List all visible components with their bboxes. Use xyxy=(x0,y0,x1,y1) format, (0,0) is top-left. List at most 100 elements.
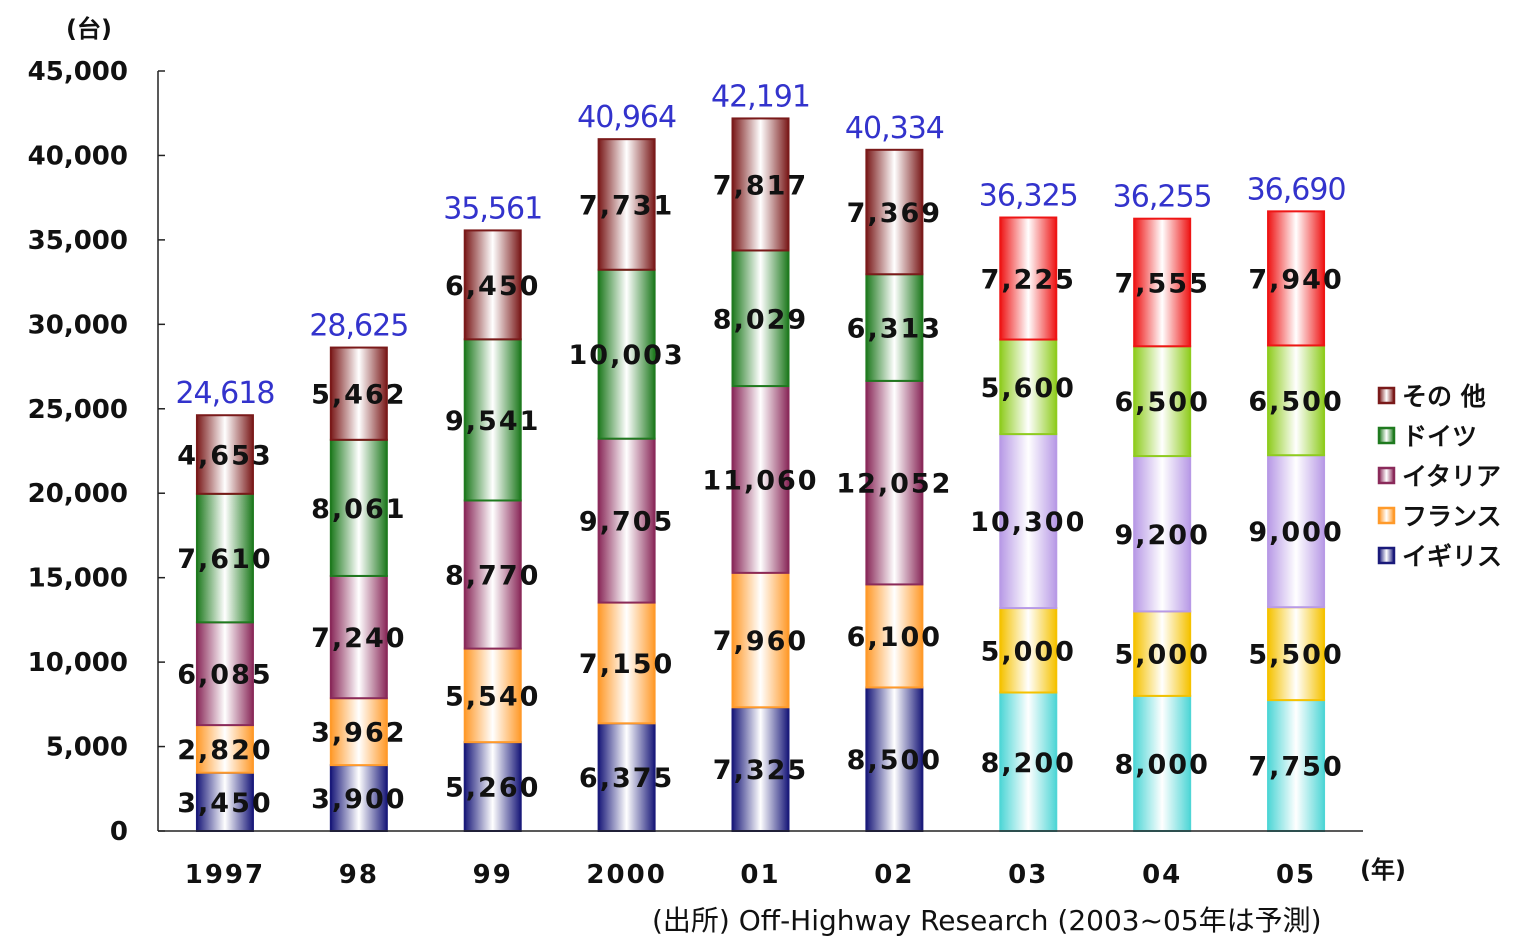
bar-segment-label: 11,060 xyxy=(702,465,818,496)
bar-segment-label: 5,540 xyxy=(445,681,540,712)
bar-segment-label: 7,817 xyxy=(713,170,808,201)
bar-segment xyxy=(1133,345,1192,458)
bar-stack-2000: 6,375 7,150 9,705 10,003 7,731 40,964 xyxy=(569,100,685,832)
y-tick-label: 5,000 xyxy=(46,733,128,763)
bar-segment-label: 7,750 xyxy=(1248,752,1343,783)
legend-label: ドイツ xyxy=(1402,422,1477,451)
source-note: (出所) Off-Highway Research (2003~05年は予測) xyxy=(652,904,1322,937)
bar-stack-03: 8,200 5,000 10,300 5,600 7,225 36,325 xyxy=(970,179,1086,832)
legend-label: その 他 xyxy=(1402,382,1486,411)
bar-total-label: 40,964 xyxy=(577,100,676,135)
bar-segment-label: 8,000 xyxy=(1114,749,1209,780)
x-unit-label: (年) xyxy=(1360,856,1406,884)
y-tick-label: 25,000 xyxy=(28,395,128,425)
bar-segment xyxy=(731,385,790,574)
bar-segment xyxy=(463,499,522,650)
bar-segment xyxy=(999,338,1058,436)
bar-segment-label: 8,200 xyxy=(981,748,1076,779)
bar-segment xyxy=(731,571,790,709)
x-tick-label: 98 xyxy=(339,860,379,890)
bar-segment xyxy=(597,722,656,832)
bar-segment-label: 9,541 xyxy=(445,406,540,437)
bar-segment xyxy=(1267,344,1326,457)
bar-segment xyxy=(195,492,254,624)
bar-segment-label: 9,200 xyxy=(1114,520,1209,551)
bar-segment-label: 3,962 xyxy=(311,718,406,749)
x-tick-label: 99 xyxy=(473,860,513,890)
bar-stack-02: 8,500 6,100 12,052 6,313 7,369 40,334 xyxy=(836,111,952,833)
x-tick-label: 05 xyxy=(1276,860,1316,890)
bar-segment xyxy=(597,138,656,271)
bar-stack-98: 3,900 3,962 7,240 8,061 5,462 28,625 xyxy=(309,309,409,833)
bar-segment-label: 9,705 xyxy=(579,507,674,538)
bar-segment xyxy=(1133,217,1192,348)
y-tick-label: 45,000 xyxy=(28,57,128,87)
bar-segment-label: 5,462 xyxy=(311,380,406,411)
bar-segment-label: 7,240 xyxy=(311,623,406,654)
bar-total-label: 36,325 xyxy=(979,179,1078,214)
bar-segment xyxy=(865,583,924,689)
bar-segment-label: 5,000 xyxy=(1114,640,1209,671)
bar-segment-label: 10,300 xyxy=(970,507,1086,538)
bar-segment xyxy=(195,724,254,774)
bar-segment xyxy=(865,148,924,276)
bar-segment-label: 7,731 xyxy=(579,190,674,221)
bar-segment-label: 6,375 xyxy=(579,763,674,794)
bar-segment-label: 5,600 xyxy=(981,373,1076,404)
bar-segment-label: 7,960 xyxy=(713,626,808,657)
y-tick-label: 40,000 xyxy=(28,141,128,171)
bar-segment xyxy=(1267,699,1326,832)
bar-total-label: 24,618 xyxy=(175,376,274,411)
bar-segment xyxy=(999,607,1058,694)
y-axis: 0 5,000 10,000 15,000 20,000 25,000 30,000 35,0… xyxy=(28,57,165,847)
bar-stack-1997: 3,450 2,820 6,085 7,610 4,653 24,618 xyxy=(175,376,275,833)
bar-segment-label: 8,029 xyxy=(713,304,808,335)
bar-segment-label: 6,100 xyxy=(847,622,942,653)
bar-segment-label: 7,555 xyxy=(1114,268,1209,299)
bars: 3,450 2,820 6,085 7,610 4,653 24,618 3,900 3,96… xyxy=(175,79,1347,833)
bar-segment-label: 2,820 xyxy=(177,735,272,766)
bar-segment-label: 12,052 xyxy=(836,469,952,500)
legend-swatch xyxy=(1377,546,1396,565)
bar-segment xyxy=(1133,694,1192,833)
bar-segment-label: 10,003 xyxy=(569,340,685,371)
bar-segment-label: 9,000 xyxy=(1248,517,1343,548)
bar-segment-label: 5,260 xyxy=(445,773,540,804)
bar-segment xyxy=(463,229,522,341)
bar-segment-label: 7,150 xyxy=(579,649,674,680)
bar-segment xyxy=(1133,455,1192,613)
legend-swatch xyxy=(1377,466,1396,485)
y-tick-label: 20,000 xyxy=(28,479,128,509)
bar-segment xyxy=(999,216,1058,341)
bar-segment-label: 6,085 xyxy=(177,660,272,691)
y-tick-label: 0 xyxy=(110,817,128,847)
legend-swatch xyxy=(1377,386,1396,405)
bar-segment xyxy=(597,437,656,604)
bar-segment xyxy=(865,379,924,586)
x-tick-label: 01 xyxy=(740,860,780,890)
bar-stack-05: 7,750 5,500 9,000 6,500 7,940 36,690 xyxy=(1247,172,1347,832)
bar-stack-01: 7,325 7,960 11,060 8,029 7,817 42,191 xyxy=(702,79,818,832)
y-tick-label: 10,000 xyxy=(28,648,128,678)
x-tick-label: 04 xyxy=(1142,860,1182,890)
bar-stack-99: 5,260 5,540 8,770 9,541 6,450 35,561 xyxy=(443,191,543,832)
legend-swatch xyxy=(1377,506,1396,525)
bar-segment-label: 5,500 xyxy=(1248,640,1343,671)
bar-segment-label: 7,225 xyxy=(981,265,1076,296)
bar-segment xyxy=(1267,606,1326,702)
bar-segment-label: 3,450 xyxy=(177,788,272,819)
bar-segment xyxy=(1267,210,1326,347)
x-tick-label: 03 xyxy=(1008,860,1048,890)
bar-segment-label: 7,369 xyxy=(847,198,942,229)
bar-segment-label: 7,325 xyxy=(713,755,808,786)
bar-segment-label: 6,500 xyxy=(1248,386,1343,417)
legend-swatch xyxy=(1377,426,1396,445)
x-tick-label: 2000 xyxy=(586,860,666,890)
bar-segment xyxy=(731,117,790,252)
y-tick-label: 35,000 xyxy=(28,226,128,256)
bar-total-label: 36,690 xyxy=(1247,172,1346,207)
bar-segment-label: 8,500 xyxy=(847,745,942,776)
bar-total-label: 42,191 xyxy=(711,79,810,114)
bar-total-label: 40,334 xyxy=(845,111,944,146)
